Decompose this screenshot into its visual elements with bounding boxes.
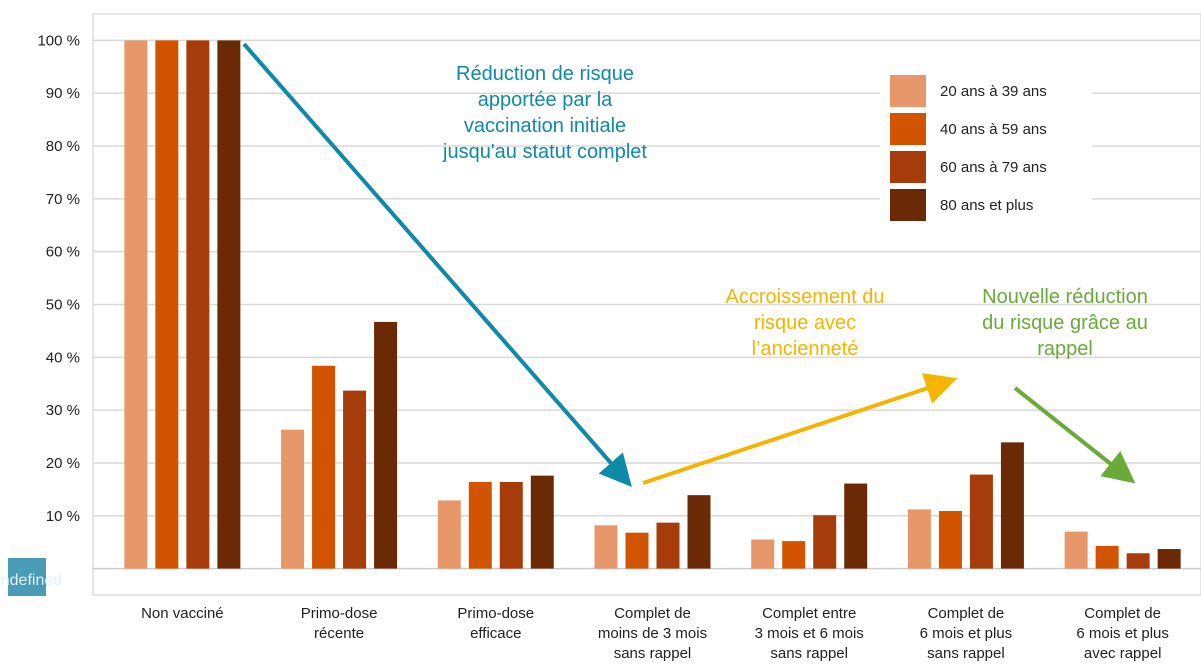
y-tick-label: 10 % xyxy=(46,508,80,525)
bar xyxy=(656,522,680,569)
bar xyxy=(499,481,523,569)
bar xyxy=(813,515,837,569)
bar xyxy=(281,429,305,569)
bar xyxy=(625,532,649,569)
y-tick-label: 20 % xyxy=(46,455,80,472)
y-tick-label: 50 % xyxy=(46,297,80,314)
bar xyxy=(687,495,711,569)
bar xyxy=(969,474,993,569)
bar xyxy=(312,365,336,569)
bar xyxy=(938,511,962,569)
legend-label: 80 ans et plus xyxy=(940,197,1033,214)
x-tick-label: Complet de moins de 3 mois sans rappel xyxy=(598,605,707,662)
x-tick-label: Non vacciné xyxy=(141,605,224,622)
legend-swatch xyxy=(890,151,926,183)
legend-swatch xyxy=(890,113,926,145)
arrow xyxy=(1013,386,1136,484)
x-tick-label: Complet entre 3 mois et 6 mois sans rappel xyxy=(755,605,864,662)
bar xyxy=(374,321,398,569)
x-tick-label: Complet de 6 mois et plus sans rappel xyxy=(920,605,1013,662)
legend: 20 ans à 39 ans 40 ans à 59 ans 60 ans à 7… xyxy=(890,75,1047,221)
bar xyxy=(1095,545,1119,569)
x-tick-label: Primo-dose récente xyxy=(301,605,378,642)
annotations: Réduction de risque apportée par la vaccin… xyxy=(442,63,1148,360)
bar xyxy=(751,539,775,569)
legend-swatch xyxy=(890,75,926,107)
x-tick-label: Primo-dose efficace xyxy=(457,605,534,642)
annotation: Nouvelle réduction du risque grâce au rapp… xyxy=(982,286,1148,360)
bar xyxy=(1000,442,1024,569)
arrow xyxy=(642,373,958,485)
arrow xyxy=(242,42,632,488)
bar xyxy=(155,40,179,569)
legend-swatch xyxy=(890,189,926,221)
y-tick-label: 60 % xyxy=(46,244,80,261)
x-tick-label: Complet de 6 mois et plus avec rappel xyxy=(1076,605,1169,662)
y-tick-label: 90 % xyxy=(46,85,80,102)
bar xyxy=(907,509,931,569)
y-tick-label: 100 % xyxy=(37,32,80,49)
bar xyxy=(1064,531,1088,569)
bar xyxy=(782,541,806,569)
bar xyxy=(594,525,618,569)
bar xyxy=(1157,549,1181,569)
bar xyxy=(530,475,554,569)
y-tick-label: 40 % xyxy=(46,349,80,366)
bars: Non vacciné Primo-dose récente Primo-dose ef… xyxy=(124,40,1181,662)
legend-label: 60 ans à 79 ans xyxy=(940,159,1047,176)
logo: undefined xyxy=(0,572,62,589)
y-tick-label: 80 % xyxy=(46,138,80,155)
bar xyxy=(343,390,367,569)
y-tick-label: 70 % xyxy=(46,191,80,208)
legend-label: 20 ans à 39 ans xyxy=(940,83,1047,100)
annotation: Accroissement du risque avec l’ancienneté xyxy=(726,286,885,360)
y-tick-label: 30 % xyxy=(46,402,80,419)
bar xyxy=(186,40,210,569)
legend-label: 40 ans à 59 ans xyxy=(940,121,1047,138)
logo-box xyxy=(8,558,46,596)
annotation: Réduction de risque apportée par la vaccin… xyxy=(442,63,647,163)
bar xyxy=(124,40,148,569)
bar xyxy=(437,500,461,569)
bar xyxy=(1126,553,1150,569)
bar xyxy=(217,40,241,569)
bar xyxy=(844,483,868,569)
bar xyxy=(468,481,492,569)
